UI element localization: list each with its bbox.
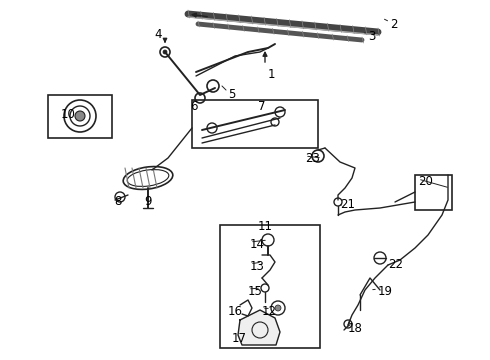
Bar: [220, 225, 320, 348]
Text: 23: 23: [305, 152, 320, 165]
Text: 6: 6: [190, 100, 197, 113]
Bar: [415, 175, 452, 210]
Text: 22: 22: [388, 258, 403, 271]
Circle shape: [275, 305, 281, 311]
Text: 19: 19: [378, 285, 393, 298]
Text: 9: 9: [144, 195, 152, 208]
Text: 3: 3: [368, 30, 375, 43]
Text: 18: 18: [348, 322, 363, 335]
Text: 2: 2: [390, 18, 397, 31]
Text: 13: 13: [250, 260, 265, 273]
Text: 21: 21: [340, 198, 355, 211]
Text: 1: 1: [268, 68, 275, 81]
Text: 5: 5: [228, 88, 235, 101]
Text: 7: 7: [258, 100, 266, 113]
Text: 20: 20: [418, 175, 433, 188]
Text: 15: 15: [248, 285, 263, 298]
Text: 8: 8: [114, 195, 122, 208]
Circle shape: [75, 111, 85, 121]
Text: 17: 17: [232, 332, 247, 345]
Polygon shape: [238, 310, 280, 345]
Circle shape: [163, 50, 167, 54]
Text: 16: 16: [228, 305, 243, 318]
Text: 11: 11: [258, 220, 272, 233]
Bar: [192, 100, 318, 148]
Bar: [48, 95, 112, 138]
Text: 14: 14: [250, 238, 265, 251]
Text: 4: 4: [154, 28, 162, 41]
Text: 10: 10: [61, 108, 75, 121]
Text: 12: 12: [262, 305, 277, 318]
